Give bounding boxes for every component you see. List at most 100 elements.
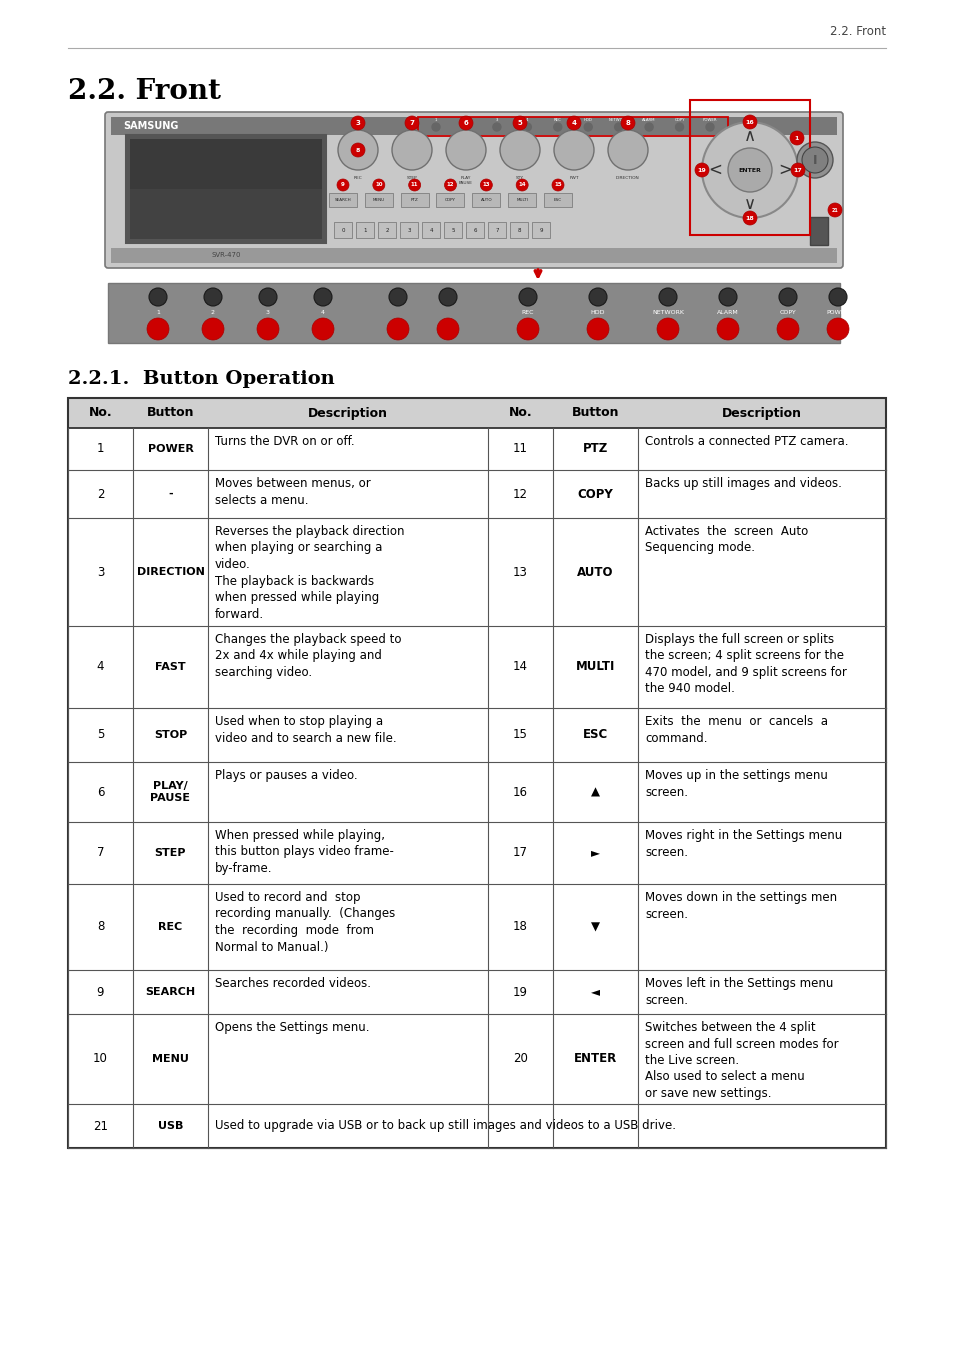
Circle shape	[518, 288, 537, 306]
Text: 0: 0	[341, 228, 344, 232]
Text: Switches between the 4 split
screen and full screen modes for
the Live screen.
A: Switches between the 4 split screen and …	[644, 1021, 838, 1100]
Text: 14: 14	[517, 182, 525, 188]
Text: Moves down in the settings men
screen.: Moves down in the settings men screen.	[644, 891, 836, 921]
Circle shape	[446, 130, 485, 170]
Text: 7: 7	[495, 228, 498, 232]
Text: Changes the playback speed to
2x and 4x while playing and
searching video.: Changes the playback speed to 2x and 4x …	[214, 633, 401, 679]
Text: 1: 1	[435, 117, 436, 121]
Circle shape	[827, 202, 841, 217]
Bar	[508, 193, 536, 207]
Circle shape	[202, 319, 224, 340]
Text: 9: 9	[538, 228, 542, 232]
Bar	[421, 221, 439, 238]
Text: 5: 5	[451, 228, 455, 232]
Text: 5: 5	[96, 729, 104, 741]
Bar	[364, 193, 393, 207]
Text: FAST: FAST	[155, 662, 186, 672]
Text: 3: 3	[496, 117, 497, 121]
Text: Used when to stop playing a
video and to search a new file.: Used when to stop playing a video and to…	[214, 716, 396, 744]
Circle shape	[553, 123, 561, 131]
FancyBboxPatch shape	[105, 112, 842, 269]
Text: 16: 16	[513, 786, 527, 798]
Text: 2: 2	[211, 310, 214, 316]
Bar	[68, 626, 885, 707]
Circle shape	[256, 319, 278, 340]
Text: SAMSUNG: SAMSUNG	[123, 122, 178, 131]
Circle shape	[719, 288, 737, 306]
Text: 12: 12	[513, 487, 527, 501]
Bar	[68, 1014, 885, 1104]
Text: Description: Description	[721, 406, 801, 420]
Text: FWT: FWT	[569, 176, 578, 180]
Bar	[111, 117, 836, 135]
Text: 13: 13	[513, 566, 527, 579]
Circle shape	[147, 319, 169, 340]
Bar	[130, 189, 322, 239]
Text: 4: 4	[320, 310, 325, 316]
Circle shape	[588, 288, 606, 306]
Text: ALARM: ALARM	[717, 310, 739, 316]
Text: 2.2. Front: 2.2. Front	[68, 78, 221, 105]
Circle shape	[523, 123, 531, 131]
Circle shape	[149, 288, 167, 306]
Text: Exits  the  menu  or  cancels  a
command.: Exits the menu or cancels a command.	[644, 716, 827, 744]
Circle shape	[405, 116, 418, 130]
Bar	[68, 398, 885, 428]
Text: 9: 9	[96, 986, 104, 999]
Circle shape	[742, 115, 757, 130]
Circle shape	[566, 116, 580, 130]
Circle shape	[695, 163, 708, 177]
Text: Used to record and  stop
recording manually.  (Changes
the  recording  mode  fro: Used to record and stop recording manual…	[214, 891, 395, 953]
Text: 8: 8	[517, 228, 520, 232]
Text: PTZ: PTZ	[411, 198, 418, 202]
Circle shape	[392, 130, 432, 170]
Bar	[68, 884, 885, 971]
Bar	[488, 221, 505, 238]
Text: 6: 6	[463, 120, 468, 126]
Text: 15: 15	[554, 182, 561, 188]
Bar	[68, 398, 885, 1148]
Bar	[68, 971, 885, 1014]
Bar	[68, 518, 885, 626]
Bar	[329, 193, 356, 207]
Text: 14: 14	[513, 660, 527, 674]
Bar	[68, 470, 885, 518]
Text: ESC: ESC	[582, 729, 607, 741]
Text: AUTO: AUTO	[480, 198, 492, 202]
Circle shape	[458, 116, 473, 130]
Text: ALARM: ALARM	[641, 117, 655, 121]
Circle shape	[479, 180, 492, 190]
Text: 21: 21	[831, 208, 838, 212]
Text: ∨: ∨	[743, 194, 756, 213]
Text: Moves between menus, or
selects a menu.: Moves between menus, or selects a menu.	[214, 477, 371, 506]
Text: 1: 1	[794, 135, 799, 140]
Text: 12: 12	[446, 182, 454, 188]
Text: Displays the full screen or splits
the screen; 4 split screens for the
470 model: Displays the full screen or splits the s…	[644, 633, 846, 695]
Circle shape	[258, 288, 276, 306]
Text: 7: 7	[409, 120, 414, 126]
Circle shape	[204, 288, 222, 306]
Circle shape	[586, 319, 608, 340]
Text: 19: 19	[697, 167, 705, 173]
Text: SEARCH: SEARCH	[335, 198, 351, 202]
Text: STEP: STEP	[154, 848, 186, 859]
Text: -: -	[168, 489, 172, 500]
Circle shape	[644, 123, 653, 131]
Circle shape	[554, 130, 594, 170]
Text: When pressed while playing,
this button plays video frame-
by-frame.: When pressed while playing, this button …	[214, 829, 394, 875]
Text: PTZ: PTZ	[582, 443, 607, 455]
Circle shape	[779, 288, 796, 306]
Text: REC: REC	[158, 922, 182, 931]
Bar	[510, 221, 527, 238]
Text: Used to upgrade via USB or to back up still images and videos to a USB drive.: Used to upgrade via USB or to back up st…	[214, 1119, 676, 1133]
Bar	[111, 248, 836, 263]
Circle shape	[387, 319, 409, 340]
Text: Moves left in the Settings menu
screen.: Moves left in the Settings menu screen.	[644, 977, 833, 1007]
Text: Moves right in the Settings menu
screen.: Moves right in the Settings menu screen.	[644, 829, 841, 859]
Circle shape	[337, 130, 377, 170]
Circle shape	[351, 116, 365, 130]
Text: 15: 15	[513, 729, 527, 741]
Text: 17: 17	[513, 846, 527, 860]
Text: MENU: MENU	[373, 198, 384, 202]
Text: 8: 8	[96, 921, 104, 933]
